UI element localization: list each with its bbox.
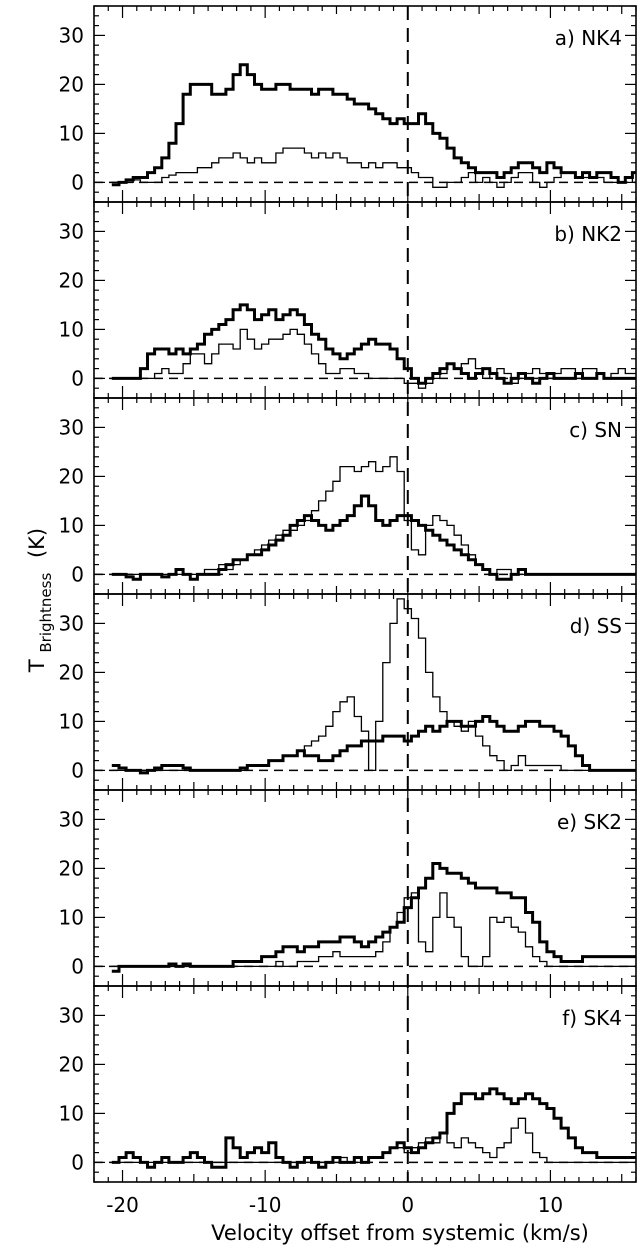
series-thick-line bbox=[111, 303, 636, 385]
y-tick-label: 20 bbox=[59, 268, 84, 292]
series-thin-line bbox=[111, 147, 636, 188]
series-thin-line bbox=[111, 456, 636, 576]
y-tick-label: 30 bbox=[59, 415, 84, 439]
y-tick-label: 30 bbox=[59, 219, 84, 243]
series-thick-line bbox=[111, 862, 636, 973]
panel-label: f) SK4 bbox=[562, 1006, 622, 1030]
y-tick-label: 10 bbox=[59, 1101, 84, 1125]
y-tick-label: 30 bbox=[59, 23, 84, 47]
series-thin-line bbox=[111, 1117, 636, 1164]
y-tick-label: 0 bbox=[71, 170, 84, 194]
chart-panels: 0 10 20 30 a) NK4 0 10 20 30 b) NK2 0 10 20 30 c) SN 0 1… bbox=[59, 5, 637, 1183]
panel-2: 0 10 20 30 c) SN bbox=[59, 397, 637, 595]
y-tick-label: 10 bbox=[59, 513, 84, 537]
series-thick-line bbox=[111, 494, 636, 581]
panel-label: a) NK4 bbox=[555, 26, 622, 50]
series-thin-line bbox=[111, 598, 636, 772]
panel-5: 0 10 20 30 f) SK4 bbox=[59, 985, 637, 1183]
series-thick-line bbox=[111, 1087, 636, 1169]
series-thick-line bbox=[111, 715, 636, 775]
panel-label: e) SK2 bbox=[557, 810, 622, 834]
series-thin-line bbox=[111, 892, 636, 968]
y-tick-label: 10 bbox=[59, 709, 84, 733]
panel-label: b) NK2 bbox=[554, 222, 622, 246]
y-axis-label-main: T bbox=[25, 659, 49, 673]
panel-3: 0 10 20 30 d) SS bbox=[59, 593, 637, 791]
panel-1: 0 10 20 30 b) NK2 bbox=[59, 201, 637, 399]
y-tick-label: 30 bbox=[59, 1003, 84, 1027]
panel-frame bbox=[93, 985, 637, 1183]
x-tick-label: 10 bbox=[538, 1193, 563, 1217]
y-tick-label: 10 bbox=[59, 905, 84, 929]
x-tick-label: -20 bbox=[106, 1193, 139, 1217]
x-axis-label: Velocity offset from systemic (km/s) bbox=[211, 1221, 589, 1245]
x-tick-label: 0 bbox=[401, 1193, 414, 1217]
y-tick-label: 10 bbox=[59, 317, 84, 341]
y-axis-label-unit: (K) bbox=[25, 528, 49, 558]
y-axis-label: T Brightness (K) bbox=[25, 528, 56, 673]
y-tick-label: 0 bbox=[71, 758, 84, 782]
panel-label: c) SN bbox=[569, 418, 622, 442]
y-tick-label: 10 bbox=[59, 121, 84, 145]
x-tick-label: -10 bbox=[249, 1193, 282, 1217]
svg-text:T Brightness (K): T Brightness (K) bbox=[25, 528, 56, 673]
y-tick-label: 20 bbox=[59, 1052, 84, 1076]
y-axis-label-sub: Brightness bbox=[37, 573, 55, 653]
y-tick-label: 0 bbox=[71, 366, 84, 390]
y-tick-label: 20 bbox=[59, 464, 84, 488]
series-thin-line bbox=[111, 328, 636, 389]
panel-label: d) SS bbox=[570, 614, 622, 638]
series-thick-line bbox=[111, 63, 636, 187]
panel-4: 0 10 20 30 e) SK2 bbox=[59, 789, 637, 987]
panel-0: 0 10 20 30 a) NK4 bbox=[59, 5, 637, 203]
x-tick-labels: -20 -10 0 10 bbox=[106, 1193, 563, 1217]
y-tick-label: 20 bbox=[59, 72, 84, 96]
y-tick-label: 20 bbox=[59, 660, 84, 684]
y-tick-label: 20 bbox=[59, 856, 84, 880]
y-tick-label: 0 bbox=[71, 562, 84, 586]
y-tick-label: 0 bbox=[71, 1150, 84, 1174]
y-tick-label: 0 bbox=[71, 954, 84, 978]
y-tick-label: 30 bbox=[59, 807, 84, 831]
panel-frame bbox=[93, 593, 637, 791]
y-tick-label: 30 bbox=[59, 611, 84, 635]
